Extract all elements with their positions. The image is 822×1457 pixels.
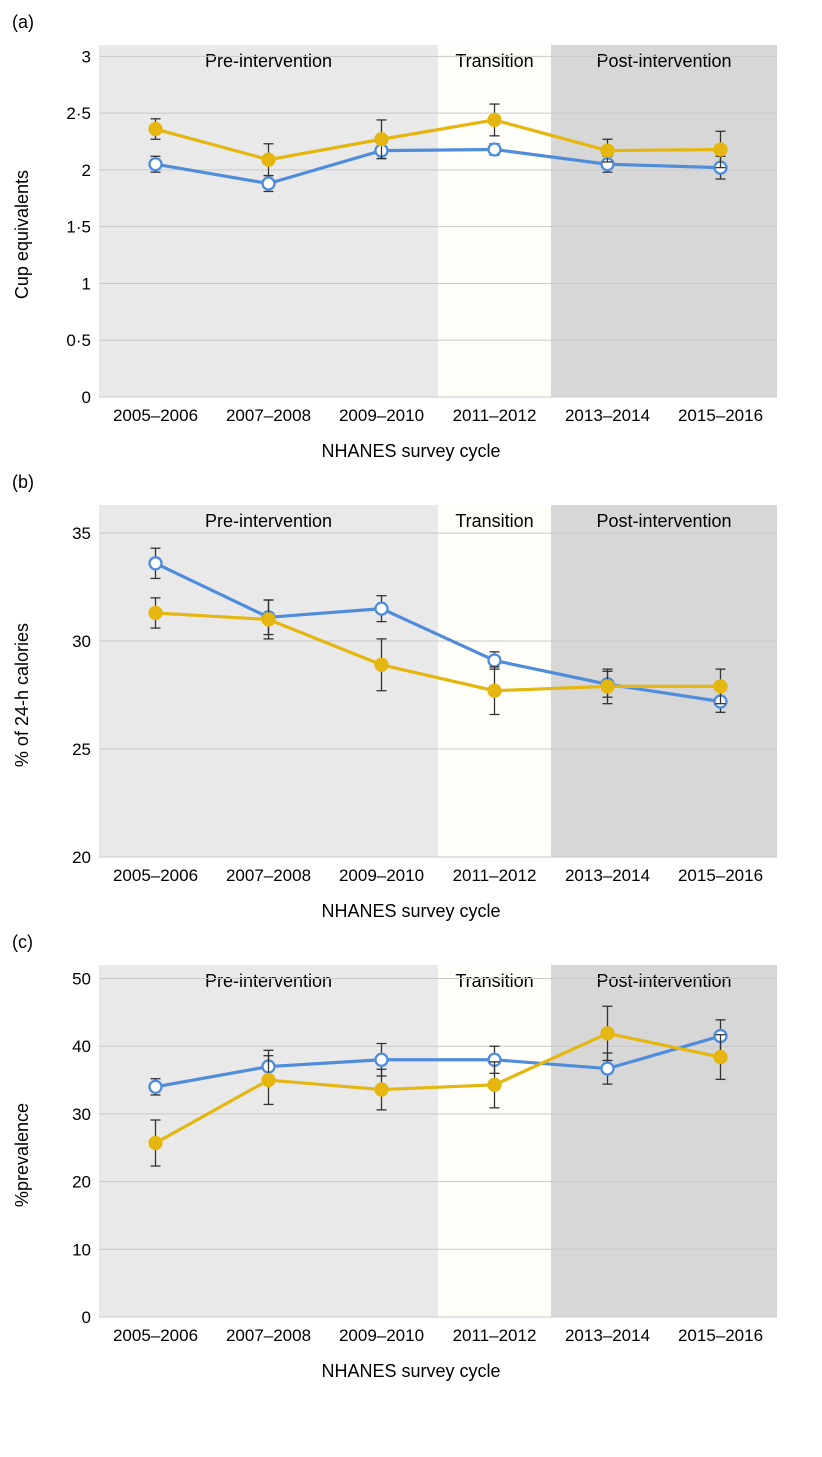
zone-label-transition: Transition <box>455 511 533 531</box>
marker-blue <box>376 1054 388 1066</box>
marker-yellow <box>602 1027 614 1039</box>
panel-a: (a) Cup equivalents Pre-intervention Transi… <box>12 12 810 462</box>
marker-blue <box>489 143 501 155</box>
marker-yellow <box>489 685 501 697</box>
x-tick-label: 2009–2010 <box>339 1326 424 1345</box>
x-tick-label: 2009–2010 <box>339 866 424 885</box>
panel-c: (c) %prevalence Pre-intervention Transition… <box>12 932 810 1382</box>
y-tick-label: 0·5 <box>66 331 91 350</box>
plot-wrap: % of 24-h calories Pre-intervention Transi… <box>12 495 810 895</box>
y-axis-label: Cup equivalents <box>12 170 33 299</box>
zone-pre <box>99 45 438 397</box>
marker-yellow <box>489 114 501 126</box>
marker-blue <box>602 1063 614 1075</box>
plot-wrap: Cup equivalents Pre-intervention Transitio… <box>12 35 810 435</box>
x-tick-label: 2005–2006 <box>113 406 198 425</box>
panel-label: (c) <box>12 932 810 953</box>
panel-b: (b) % of 24-h calories Pre-intervention Tra… <box>12 472 810 922</box>
panel-label: (b) <box>12 472 810 493</box>
zone-transition <box>438 45 551 397</box>
x-tick-label: 2005–2006 <box>113 1326 198 1345</box>
zone-label-post: Post-intervention <box>596 971 731 991</box>
x-tick-label: 2013–2014 <box>565 406 650 425</box>
x-axis-label: NHANES survey cycle <box>12 901 810 922</box>
y-tick-label: 1·5 <box>66 218 91 237</box>
marker-yellow <box>150 1137 162 1149</box>
zone-label-pre: Pre-intervention <box>205 51 332 71</box>
marker-blue <box>489 654 501 666</box>
y-tick-label: 0 <box>82 388 91 407</box>
x-tick-label: 2011–2012 <box>453 866 537 885</box>
x-tick-label: 2009–2010 <box>339 406 424 425</box>
zone-post <box>551 965 777 1317</box>
y-tick-label: 2·5 <box>66 104 91 123</box>
marker-blue <box>150 158 162 170</box>
panel-label: (a) <box>12 12 810 33</box>
chart-svg: Pre-intervention Transition Post-intervent… <box>39 35 789 435</box>
zone-label-pre: Pre-intervention <box>205 971 332 991</box>
zone-pre <box>99 505 438 857</box>
marker-yellow <box>489 1079 501 1091</box>
figure: (a) Cup equivalents Pre-intervention Transi… <box>12 12 810 1382</box>
y-tick-label: 3 <box>82 47 91 66</box>
marker-blue <box>263 178 275 190</box>
x-tick-label: 2015–2016 <box>678 1326 763 1345</box>
y-tick-label: 10 <box>72 1240 91 1259</box>
y-tick-label: 50 <box>72 970 91 989</box>
zone-post <box>551 45 777 397</box>
x-tick-label: 2007–2008 <box>226 406 311 425</box>
y-tick-label: 2 <box>82 161 91 180</box>
marker-yellow <box>376 659 388 671</box>
marker-yellow <box>150 607 162 619</box>
plot-wrap: %prevalence Pre-intervention Transition Pos… <box>12 955 810 1355</box>
y-tick-label: 40 <box>72 1037 91 1056</box>
y-tick-label: 1 <box>82 274 91 293</box>
chart-svg: Pre-intervention Transition Post-intervent… <box>39 495 789 895</box>
x-tick-label: 2011–2012 <box>453 1326 537 1345</box>
zone-label-transition: Transition <box>455 971 533 991</box>
zone-label-pre: Pre-intervention <box>205 511 332 531</box>
y-tick-label: 20 <box>72 848 91 867</box>
zone-label-transition: Transition <box>455 51 533 71</box>
marker-yellow <box>376 133 388 145</box>
y-tick-label: 20 <box>72 1173 91 1192</box>
y-tick-label: 30 <box>72 1105 91 1124</box>
y-axis-label: % of 24-h calories <box>12 623 33 767</box>
x-tick-label: 2005–2006 <box>113 866 198 885</box>
y-tick-label: 35 <box>72 524 91 543</box>
x-tick-label: 2013–2014 <box>565 866 650 885</box>
chart-svg: Pre-intervention Transition Post-intervent… <box>39 955 789 1355</box>
x-tick-label: 2007–2008 <box>226 866 311 885</box>
marker-yellow <box>602 145 614 157</box>
marker-blue <box>376 603 388 615</box>
x-tick-label: 2013–2014 <box>565 1326 650 1345</box>
marker-yellow <box>715 1051 727 1063</box>
marker-yellow <box>602 680 614 692</box>
x-tick-label: 2011–2012 <box>453 406 537 425</box>
y-axis-label: %prevalence <box>12 1103 33 1207</box>
y-tick-label: 30 <box>72 632 91 651</box>
x-tick-label: 2007–2008 <box>226 1326 311 1345</box>
y-tick-label: 0 <box>82 1308 91 1327</box>
x-axis-label: NHANES survey cycle <box>12 1361 810 1382</box>
zone-label-post: Post-intervention <box>596 511 731 531</box>
marker-yellow <box>263 1074 275 1086</box>
x-tick-label: 2015–2016 <box>678 866 763 885</box>
marker-yellow <box>150 123 162 135</box>
marker-yellow <box>376 1084 388 1096</box>
zone-label-post: Post-intervention <box>596 51 731 71</box>
x-axis-label: NHANES survey cycle <box>12 441 810 462</box>
marker-blue <box>150 1081 162 1093</box>
marker-yellow <box>263 154 275 166</box>
marker-yellow <box>715 143 727 155</box>
marker-blue <box>150 557 162 569</box>
y-tick-label: 25 <box>72 740 91 759</box>
x-tick-label: 2015–2016 <box>678 406 763 425</box>
marker-yellow <box>715 680 727 692</box>
marker-yellow <box>263 613 275 625</box>
zone-transition <box>438 965 551 1317</box>
